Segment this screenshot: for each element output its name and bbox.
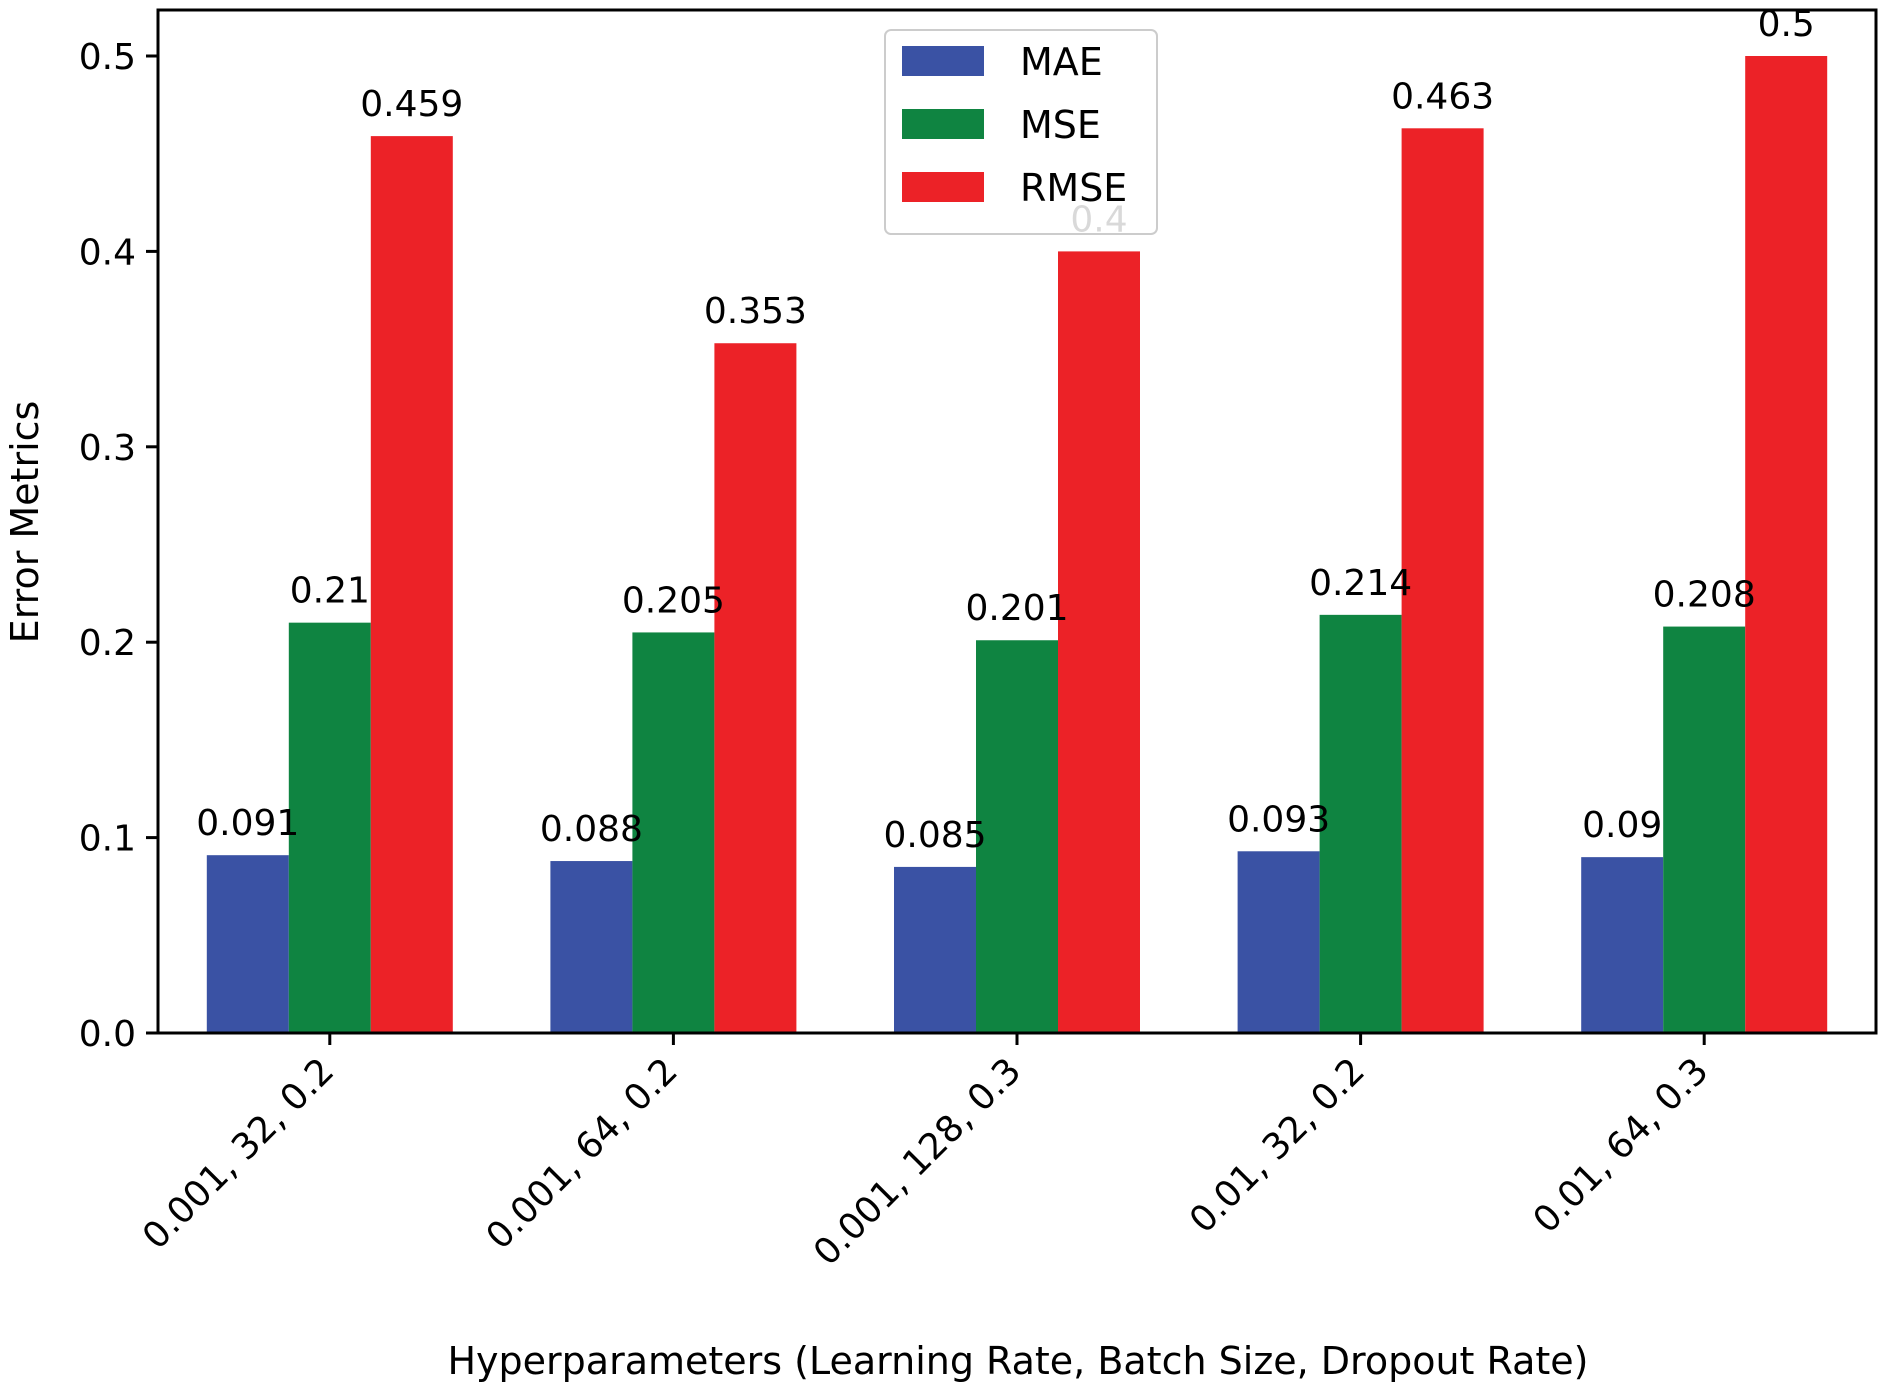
data-label-mae: 0.091 [196,803,299,844]
data-label-mse: 0.21 [290,571,370,612]
x-axis: 0.001, 32, 0.2 0.001, 64, 0.2 0.001, 128, … [135,1033,1717,1274]
data-label-mae: 0.09 [1582,805,1662,846]
y-tick-label: 0.4 [79,232,136,273]
data-label-rmse: 0.353 [704,291,807,332]
x-tick-label: 0.001, 32, 0.2 [135,1050,342,1257]
legend-label-mae: MAE [1020,40,1103,84]
y-axis: 0.0 0.1 0.2 0.3 0.4 0.5 [79,37,158,1055]
data-label-mse: 0.205 [622,580,725,621]
data-label-mse: 0.201 [965,588,1068,629]
data-label-rmse: 0.459 [360,84,463,125]
y-tick-label: 0.5 [79,37,136,78]
legend-swatch-mse [902,109,984,139]
x-axis-label: Hyperparameters (Learning Rate, Batch Si… [447,1339,1588,1383]
y-tick-label: 0.0 [79,1014,136,1055]
x-tick-label: 0.001, 64, 0.2 [479,1050,686,1257]
y-tick-label: 0.3 [79,428,136,469]
bar-mae [550,861,633,1033]
data-label-rmse: 0.463 [1391,76,1494,117]
y-tick-label: 0.2 [79,623,136,664]
data-label-mae: 0.088 [540,809,643,850]
y-tick-label: 0.1 [79,819,136,860]
y-axis-label: Error Metrics [3,401,47,644]
bar-rmse [1401,128,1484,1034]
bar-mse [1319,614,1402,1033]
data-label-mse: 0.214 [1309,563,1412,604]
bar-rmse [714,343,797,1033]
data-label-mse: 0.208 [1653,575,1756,616]
bar-mae [206,855,289,1033]
bar-rmse [1745,56,1828,1033]
data-label-mae: 0.093 [1227,799,1330,840]
bar-mae [894,866,976,1033]
legend: MAE MSE RMSE [884,29,1158,235]
bars-layer [206,56,1828,1034]
bar-rmse [370,136,453,1033]
x-tick-label: 0.01, 32, 0.2 [1182,1050,1373,1241]
legend-label-rmse: RMSE [1020,166,1127,210]
data-label-mae: 0.085 [883,815,986,856]
legend-swatch-mae [902,46,984,76]
x-tick-label: 0.01, 64, 0.3 [1526,1050,1717,1241]
bar-mae [1237,851,1320,1033]
legend-label-mse: MSE [1020,103,1101,147]
legend-swatch-rmse [902,172,984,202]
bar-rmse [1058,251,1140,1033]
x-tick-label: 0.001, 128, 0.3 [806,1050,1029,1273]
bar-mse [1663,626,1746,1033]
bar-mse [976,640,1058,1033]
bar-mse [288,622,371,1033]
bar-mse [632,632,715,1033]
bar-mae [1581,857,1664,1033]
